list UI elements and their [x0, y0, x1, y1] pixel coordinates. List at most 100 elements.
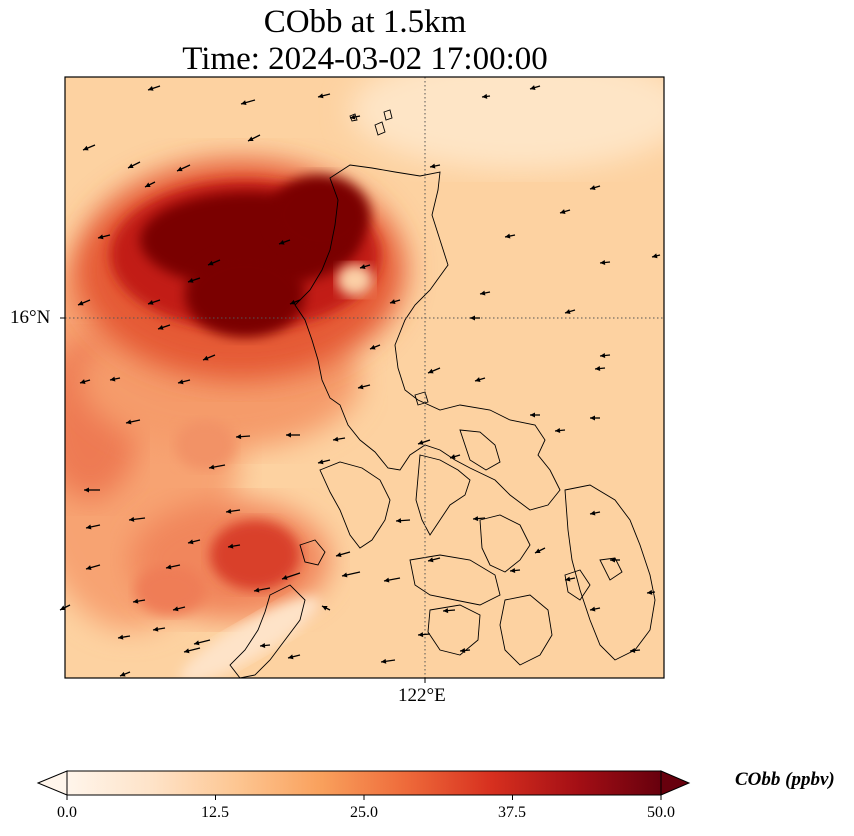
wind-arrow-head — [428, 557, 434, 563]
wind-arrow-head — [83, 145, 89, 151]
wind-arrow-head — [133, 598, 139, 604]
wind-arrow-head — [318, 459, 324, 465]
wind-arrow-head — [110, 376, 116, 382]
wind-arrow-head — [396, 518, 402, 524]
wind-arrow-head — [129, 516, 135, 522]
wind-arrow-head — [248, 136, 254, 141]
wind-arrow-head — [555, 428, 561, 433]
wind-arrow-head — [153, 626, 159, 632]
wind-arrow-head — [322, 606, 328, 611]
wind-arrow-head — [342, 572, 348, 578]
coastlines — [229, 109, 656, 678]
wind-arrow-head — [482, 93, 488, 99]
wind-arrow-head — [475, 377, 481, 382]
map-frame — [64, 76, 665, 679]
wind-arrow-head — [148, 86, 154, 91]
map-title-line1: CObb at 1.5km — [263, 4, 467, 40]
wind-arrow-head — [473, 516, 479, 522]
wind-arrow-head — [590, 415, 595, 421]
wind-arrow-head — [177, 166, 183, 172]
wind-arrow-head — [381, 658, 387, 664]
wind-arrow-head — [98, 234, 104, 240]
wind-arrow-head — [194, 640, 200, 646]
wind-arrow-head — [418, 440, 424, 445]
wind-arrow-head — [600, 353, 606, 358]
colorbar-tick-label: 50.0 — [647, 804, 675, 821]
wind-arrow-head — [336, 552, 342, 558]
wind-arrow-head — [228, 543, 234, 549]
graticule — [65, 77, 664, 678]
colorbar-tick-label: 0.0 — [57, 804, 77, 821]
colorbar-tick-label: 12.5 — [201, 804, 229, 821]
colorbar-min-extend — [36, 770, 68, 796]
concentration-field — [65, 77, 664, 678]
wind-arrow-head — [86, 524, 92, 530]
wind-arrow-head — [188, 278, 194, 283]
wind-arrow-head — [254, 587, 260, 593]
wind-arrow-head — [565, 576, 571, 582]
wind-arrow-head — [510, 568, 516, 573]
wind-arrow-head — [535, 548, 541, 553]
wind-arrow-head — [428, 368, 434, 374]
wind-arrow-head — [652, 253, 658, 259]
wind-arrow-head — [350, 114, 356, 120]
wind-arrow-head — [173, 606, 179, 612]
wind-arrow-head — [158, 325, 164, 330]
wind-arrow-head — [282, 575, 288, 580]
colorbar — [36, 770, 691, 800]
wind-arrow-head — [86, 565, 92, 571]
wind-arrow-head — [118, 634, 124, 640]
wind-arrow-head — [470, 315, 475, 321]
wind-arrow-head — [126, 419, 132, 425]
lon-tick-label: 122°E — [398, 685, 446, 706]
map-title-line2: Time: 2024-03-02 17:00:00 — [182, 41, 548, 77]
wind-arrow-head — [188, 539, 194, 545]
wind-arrow-head — [80, 379, 86, 384]
wind-arrow-head — [590, 185, 596, 190]
wind-arrow-head — [370, 344, 376, 350]
wind-arrow-head — [78, 300, 84, 306]
wind-arrow-head — [288, 654, 294, 660]
wind-arrow-head — [60, 605, 66, 610]
wind-arrow-head — [290, 299, 296, 305]
wind-arrow-head — [595, 366, 601, 371]
wind-arrow-head — [166, 564, 172, 570]
wind-arrow-head — [279, 239, 285, 245]
wind-arrow-head — [358, 384, 364, 390]
wind-arrow-head — [203, 355, 209, 361]
wind-arrow-head — [647, 589, 653, 595]
wind-arrow-head — [128, 163, 134, 168]
wind-arrow-head — [286, 432, 291, 438]
wind-arrow-head — [505, 233, 511, 239]
map-canvas — [59, 76, 665, 683]
wind-arrow-head — [208, 260, 214, 266]
wind-arrow-head — [450, 454, 456, 459]
wind-arrow-head — [590, 606, 596, 612]
wind-arrow-head — [260, 643, 266, 648]
lat-tick-label: 16°N — [10, 307, 51, 328]
wind-arrow-head — [600, 260, 606, 265]
colorbar-title: CObb (ppbv) — [735, 769, 835, 790]
wind-arrow-head — [565, 309, 571, 314]
wind-arrow-head — [530, 412, 535, 418]
wind-arrow-head — [184, 648, 190, 654]
wind-arrow-head — [418, 632, 424, 638]
wind-arrow-head — [443, 608, 449, 614]
wind-arrow-head — [390, 299, 396, 304]
wind-arrow-head — [333, 436, 339, 442]
wind-arrow-head — [590, 510, 596, 516]
wind-arrow-head — [430, 163, 436, 169]
wind-arrow-head — [178, 379, 184, 385]
wind-arrow-head — [241, 100, 247, 106]
wind-arrow-head — [460, 648, 466, 653]
wind-arrow-head — [148, 300, 154, 305]
wind-arrow-head — [236, 434, 242, 440]
wind-arrow-head — [145, 182, 151, 187]
colorbar-tick-label: 37.5 — [498, 804, 526, 821]
colorbar-tick-label: 25.0 — [350, 804, 378, 821]
wind-arrow-head — [610, 557, 615, 563]
wind-arrow-head — [226, 508, 232, 514]
colorbar-max-extend — [660, 770, 691, 796]
wind-arrow-head — [480, 290, 486, 296]
colorbar-gradient — [66, 770, 662, 796]
